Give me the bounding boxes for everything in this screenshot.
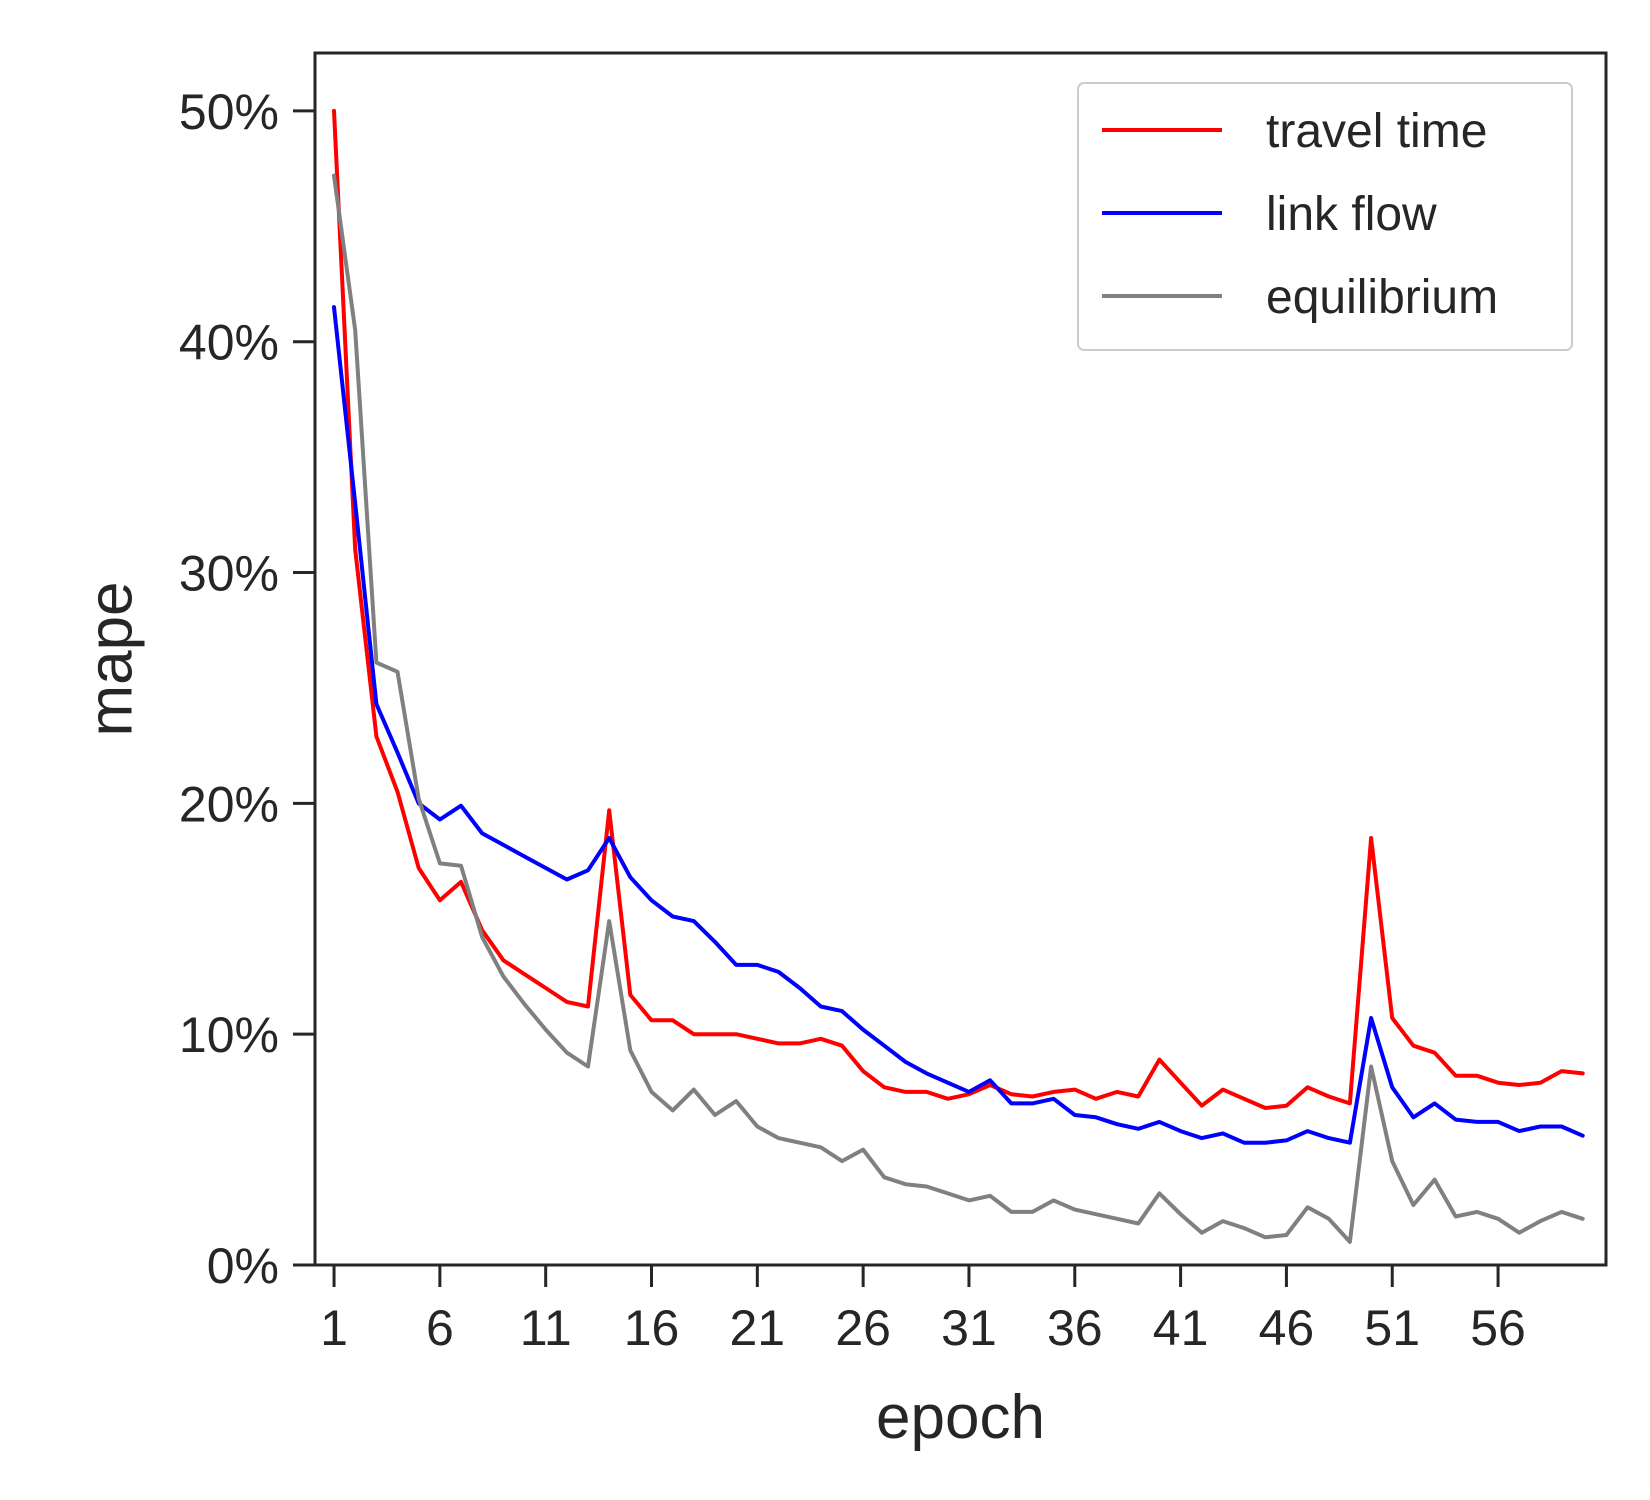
y-tick-label: 30% <box>179 546 279 602</box>
x-axis: 1 6 11 16 21 26 31 36 41 46 51 56 <box>320 1265 1526 1356</box>
legend: travel time link flow equilibrium <box>1077 82 1573 351</box>
x-tick-label: 16 <box>624 1300 680 1356</box>
y-axis-title: mape <box>77 581 146 736</box>
series-line-1 <box>332 108 1585 1110</box>
x-tick-label: 56 <box>1470 1300 1526 1356</box>
legend-label: equilibrium <box>1266 271 1498 324</box>
y-tick-label: 20% <box>179 776 279 832</box>
legend-label: link flow <box>1266 188 1437 241</box>
x-axis-title: epoch <box>876 1383 1045 1452</box>
y-tick-label: 40% <box>179 315 279 371</box>
x-tick-label: 6 <box>426 1300 454 1356</box>
plot-frame <box>313 51 1608 1267</box>
y-tick-label: 0% <box>207 1238 279 1294</box>
x-tick-label: 36 <box>1047 1300 1103 1356</box>
legend-label: travel time <box>1266 105 1487 158</box>
x-tick-label: 26 <box>835 1300 891 1356</box>
series-line-3 <box>332 173 1585 1244</box>
x-tick-label: 46 <box>1259 1300 1315 1356</box>
x-tick-label: 11 <box>520 1300 572 1356</box>
x-tick-label: 31 <box>941 1300 997 1356</box>
x-tick-label: 21 <box>730 1300 786 1356</box>
y-tick-label: 10% <box>179 1007 279 1063</box>
y-tick-label: 50% <box>179 84 279 140</box>
legend-box <box>1077 82 1573 351</box>
x-tick-label: 1 <box>320 1300 348 1356</box>
x-tick-label: 41 <box>1153 1300 1209 1356</box>
x-tick-label: 51 <box>1364 1300 1420 1356</box>
y-axis: 0% 10% 20% 30% 40% 50% <box>179 84 315 1294</box>
series-line-2 <box>332 305 1585 1145</box>
series-layer <box>332 108 1585 1244</box>
